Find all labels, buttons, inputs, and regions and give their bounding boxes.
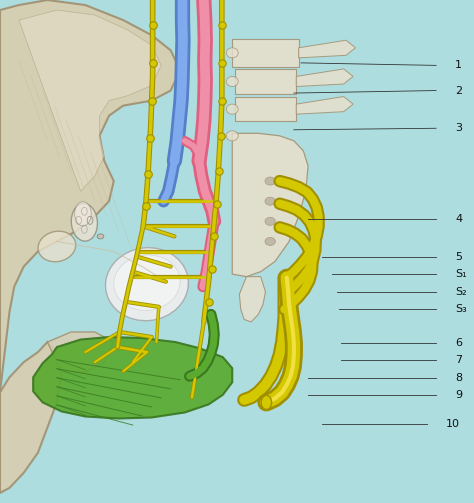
Point [149, 59, 156, 67]
Ellipse shape [97, 234, 104, 239]
Ellipse shape [261, 395, 272, 409]
Text: 10: 10 [446, 418, 460, 429]
Point [210, 232, 218, 240]
Point [145, 170, 152, 178]
Ellipse shape [265, 237, 275, 245]
Ellipse shape [114, 255, 180, 310]
Point [213, 200, 220, 208]
Ellipse shape [226, 131, 238, 141]
Point [218, 21, 226, 29]
Polygon shape [19, 10, 161, 191]
Polygon shape [47, 332, 114, 372]
Point [215, 167, 223, 175]
Polygon shape [239, 277, 265, 322]
Ellipse shape [226, 76, 238, 87]
Ellipse shape [38, 231, 76, 262]
Point [218, 97, 226, 105]
Ellipse shape [74, 202, 91, 226]
Polygon shape [299, 40, 356, 58]
Point [218, 59, 226, 67]
Text: S₁: S₁ [455, 269, 467, 279]
Ellipse shape [106, 247, 188, 321]
Text: S₃: S₃ [455, 304, 467, 314]
Ellipse shape [226, 48, 238, 58]
Polygon shape [0, 0, 180, 392]
Ellipse shape [265, 177, 275, 185]
Point [217, 132, 225, 140]
Text: 3: 3 [455, 123, 462, 133]
Point [208, 265, 216, 273]
Point [149, 21, 156, 29]
Polygon shape [33, 337, 232, 418]
Text: 8: 8 [455, 373, 462, 383]
Polygon shape [235, 97, 296, 121]
Polygon shape [296, 69, 353, 87]
Polygon shape [232, 133, 308, 277]
Text: 2: 2 [455, 86, 462, 96]
Point [146, 134, 154, 142]
Polygon shape [0, 342, 62, 493]
Ellipse shape [265, 217, 275, 225]
Text: 6: 6 [455, 338, 462, 348]
Ellipse shape [226, 104, 238, 114]
Point [142, 202, 150, 210]
Polygon shape [232, 39, 299, 67]
Polygon shape [296, 97, 353, 114]
Text: 7: 7 [455, 355, 462, 365]
Text: 1: 1 [455, 60, 462, 70]
Point [148, 97, 155, 105]
Point [205, 298, 213, 306]
Text: 9: 9 [455, 390, 462, 400]
Text: 5: 5 [455, 252, 462, 262]
Polygon shape [235, 69, 296, 94]
Text: 4: 4 [455, 214, 462, 224]
Ellipse shape [265, 197, 275, 205]
Text: S₂: S₂ [455, 287, 467, 297]
Ellipse shape [71, 204, 98, 241]
